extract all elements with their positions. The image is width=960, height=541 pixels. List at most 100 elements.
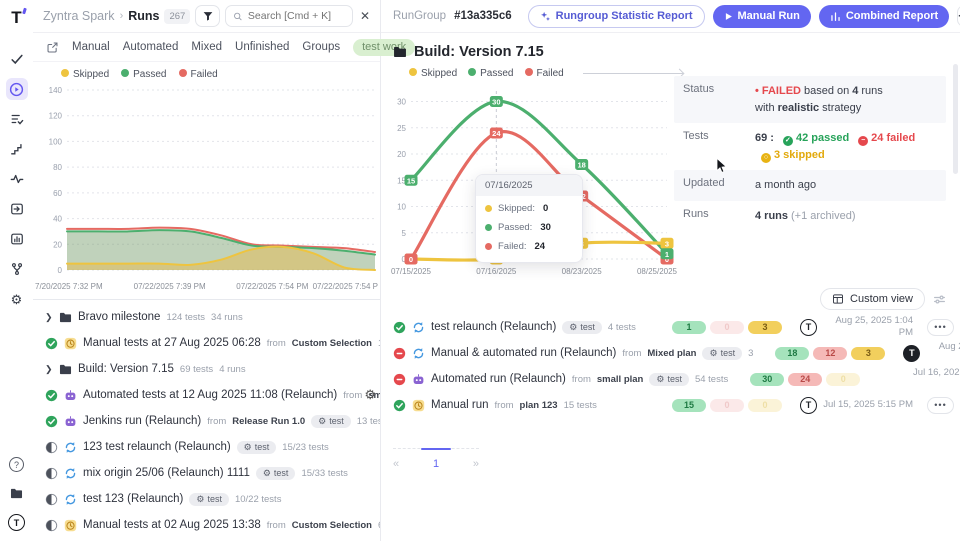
- user-avatar[interactable]: T: [8, 514, 25, 531]
- folder-icon[interactable]: [6, 482, 28, 504]
- assignee-avatar[interactable]: T: [800, 318, 817, 336]
- scrollbar[interactable]: [953, 64, 958, 174]
- panel-close-icon[interactable]: ✕: [359, 9, 370, 23]
- tests-count: 4 tests: [607, 321, 636, 333]
- chart-tooltip: 07/16/2025 Skipped: 0 Passed: 30 Failed: 24: [475, 174, 583, 263]
- folder-icon: [394, 47, 406, 57]
- import-icon[interactable]: [6, 198, 28, 220]
- run-row[interactable]: Manual run from plan 123 15 tests 15 0 0 T Jul 1…: [393, 392, 954, 418]
- run-row[interactable]: Manual tests at 02 Aug 2025 13:38 from Cus…: [33, 512, 380, 538]
- run-row[interactable]: Manual tests at 27 Aug 2025 06:28 from Cus…: [33, 330, 380, 356]
- assignee-avatar[interactable]: T: [903, 344, 921, 362]
- tests-count: 54 tests: [694, 373, 729, 385]
- funnel-icon: [203, 12, 213, 21]
- svg-text:140: 140: [49, 86, 63, 95]
- status-dot-icon: •: [755, 85, 759, 97]
- green-count-badge: 30: [750, 372, 785, 386]
- mixed-run-icon: [412, 347, 425, 360]
- gear-icon: ⚙: [318, 415, 327, 426]
- run-row[interactable]: Jenkins run (Relaunch) from Release Run 1.…: [33, 408, 380, 434]
- rungroup-info-table: Status • FAILED based on 4 runs with realisti…: [674, 76, 946, 231]
- tests-count: 15 tests: [563, 399, 597, 411]
- manual-run-button[interactable]: Manual Run: [712, 4, 811, 28]
- tests-count: 13 tests: [356, 415, 380, 427]
- assignee-avatar[interactable]: T: [800, 396, 817, 414]
- run-row[interactable]: mix origin 25/06 (Relaunch) 1111 ⚙ test 15/…: [33, 460, 380, 486]
- gear-icon[interactable]: ⚙: [10, 291, 23, 307]
- svg-text:30: 30: [397, 98, 406, 107]
- passed-dot-icon: [468, 68, 477, 76]
- custom-view-button[interactable]: Custom view: [820, 288, 925, 310]
- help-icon[interactable]: ?: [9, 457, 24, 472]
- run-type-tabs: Manual Automated Mixed Unfinished Groups…: [33, 33, 416, 62]
- svg-text:24: 24: [492, 129, 501, 138]
- from-plan: Mixed plan: [647, 347, 697, 359]
- run-row[interactable]: Manual & automated run (Relaunch) from Mix…: [393, 340, 960, 366]
- partial-status-icon: [45, 467, 58, 480]
- next-page-button[interactable]: »: [472, 458, 479, 470]
- run-row[interactable]: test 123 (Relaunch) ⚙ test 10/22 tests: [33, 486, 380, 512]
- steps-icon[interactable]: [6, 138, 28, 160]
- tab-manual[interactable]: Manual: [72, 41, 110, 53]
- page-title: Build: Version 7.15: [393, 44, 544, 60]
- check-icon[interactable]: [6, 48, 28, 70]
- legend-skipped: Skipped: [61, 69, 109, 80]
- gear-icon: ⚙: [709, 347, 718, 358]
- row-settings-icon[interactable]: ⚙: [364, 387, 376, 402]
- svg-text:40: 40: [53, 215, 62, 224]
- run-row[interactable]: Automated tests at 12 Aug 2025 11:08 (Re…: [33, 382, 380, 408]
- row-more-button[interactable]: •••: [927, 318, 954, 336]
- report-icon[interactable]: [6, 228, 28, 250]
- area-chart: 0 20 40 60 80 100 120 140 7/20/2025 7:32 PM 07/22…: [33, 80, 380, 297]
- svg-text:18: 18: [577, 161, 585, 170]
- tests-count: 15/23 tests: [282, 441, 329, 453]
- skipped-circle-icon: ○: [761, 152, 771, 163]
- partial-status-icon: [45, 441, 58, 454]
- from-label: from: [266, 519, 286, 531]
- from-plan: Custom Selection: [291, 337, 372, 349]
- page-number[interactable]: 1: [420, 448, 452, 470]
- play-circle-icon[interactable]: [5, 78, 28, 100]
- from-label: from: [266, 337, 286, 349]
- run-row[interactable]: Automated run (Relaunch) from small plan ⚙ t…: [393, 366, 960, 392]
- status-value: • FAILED based on 4 runs with realistic strate…: [755, 85, 883, 114]
- row-more-button[interactable]: •••: [927, 396, 954, 414]
- folder-icon: [59, 363, 72, 376]
- combined-report-button[interactable]: Combined Report: [818, 4, 950, 28]
- activity-icon[interactable]: [6, 168, 28, 190]
- passed-dot-icon: [485, 224, 492, 231]
- prev-page-button[interactable]: «: [393, 458, 400, 470]
- failed-dot-icon: [524, 68, 533, 76]
- tab-mixed[interactable]: Mixed: [191, 41, 223, 53]
- folder-row[interactable]: ❯ Build: Version 7.15 69 tests 4 runs: [33, 356, 380, 382]
- run-title: test 123 (Relaunch): [83, 493, 184, 505]
- tests-count: 69 tests: [179, 363, 214, 375]
- app-logo[interactable]: T: [11, 7, 27, 28]
- run-row[interactable]: 123 test relaunch (Relaunch) ⚙ test 15/23 t…: [33, 434, 380, 460]
- chevron-right-icon[interactable]: ❯: [45, 311, 53, 322]
- runs-panel: Zyntra Spark › Runs 267 ✕ Manual Automat…: [33, 0, 416, 541]
- filter-button[interactable]: [195, 5, 221, 27]
- tab-groups[interactable]: Groups: [302, 41, 341, 53]
- export-icon[interactable]: [46, 41, 59, 54]
- branch-icon[interactable]: [6, 258, 28, 280]
- tab-unfinished[interactable]: Unfinished: [235, 41, 290, 53]
- tag-label: test: [273, 468, 289, 478]
- tag-label: test: [254, 442, 270, 452]
- folder-row[interactable]: ❯ Bravo milestone 124 tests 34 runs: [33, 304, 380, 330]
- statistic-report-button[interactable]: Rungroup Statistic Report: [527, 4, 705, 28]
- svg-text:08/25/2025: 08/25/2025: [637, 267, 678, 276]
- chevron-right-icon[interactable]: ❯: [45, 363, 53, 374]
- svg-text:120: 120: [49, 112, 63, 121]
- run-row[interactable]: test relaunch (Relaunch) ⚙ test 4 tests 1 0 3 T…: [393, 314, 954, 340]
- test-tag-pill: ⚙ test: [562, 320, 602, 334]
- sliders-icon[interactable]: [933, 293, 946, 306]
- run-title: Manual & automated run (Relaunch): [431, 347, 617, 359]
- red-count-badge: 0: [710, 320, 744, 334]
- search-input[interactable]: [247, 10, 345, 22]
- tab-automated[interactable]: Automated: [122, 41, 179, 53]
- breadcrumb-project[interactable]: Zyntra Spark: [43, 9, 115, 23]
- list-check-icon[interactable]: [6, 108, 28, 130]
- svg-text:7/20/2025 7:32 PM: 7/20/2025 7:32 PM: [35, 282, 103, 291]
